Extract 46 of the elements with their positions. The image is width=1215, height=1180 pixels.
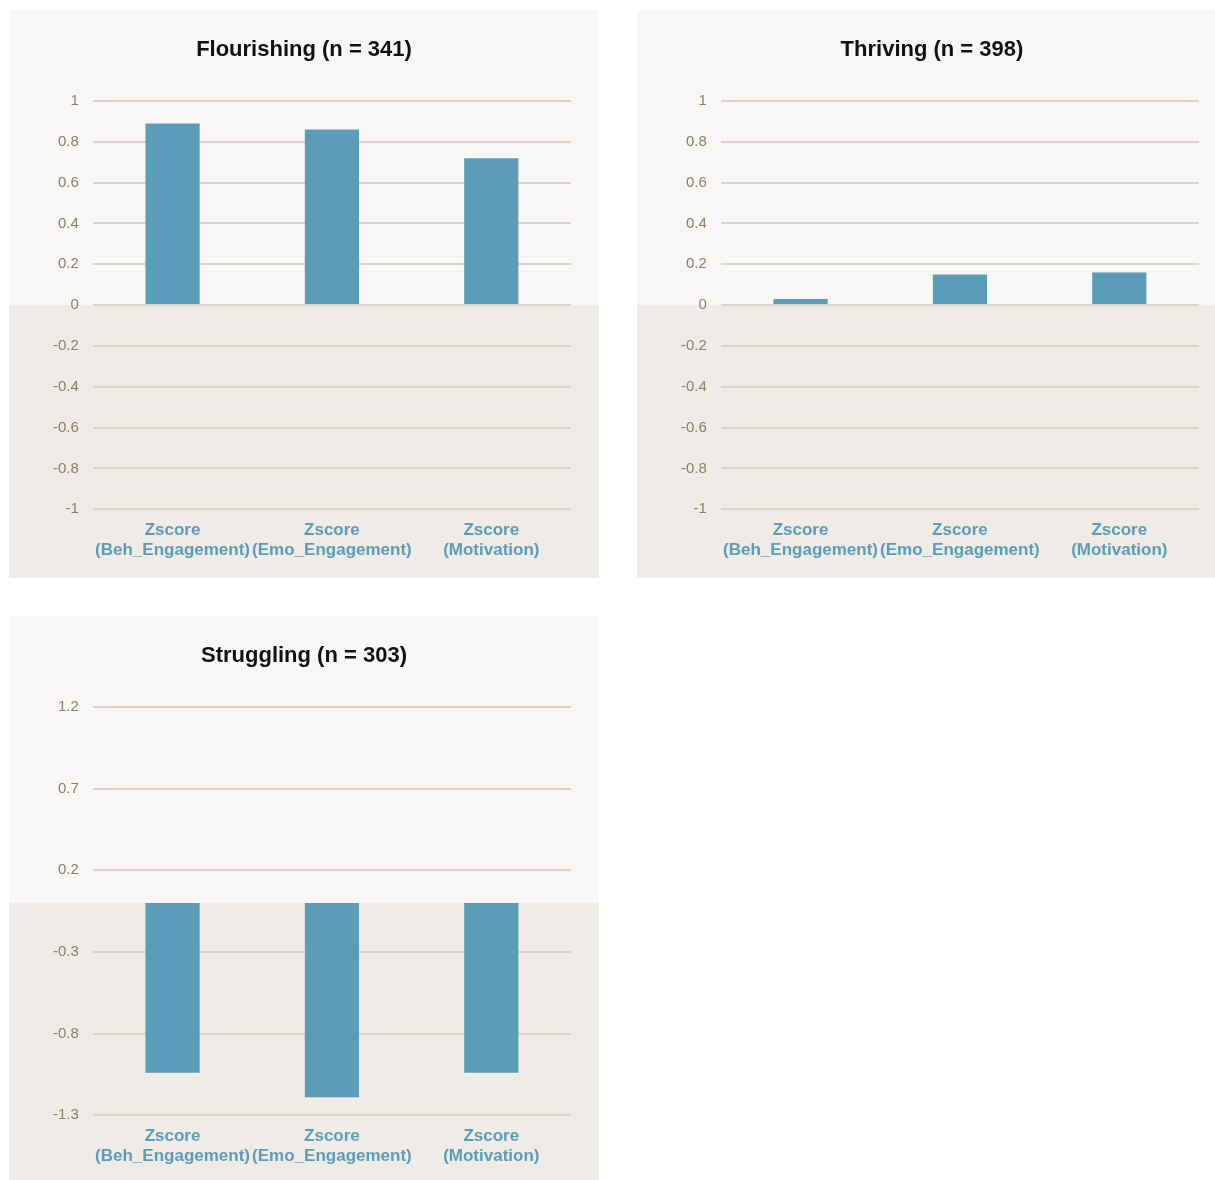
- y-tick-label: -1.3: [52, 1105, 79, 1123]
- y-tick-label: -0.8: [52, 1023, 79, 1041]
- y-tick-label: -0.6: [680, 417, 707, 435]
- x-tick-label: Zscore (Emo_Engagement): [252, 1126, 412, 1166]
- x-tick-label: Zscore (Beh_Engagement): [95, 520, 250, 560]
- y-tick-label: 0.6: [685, 172, 707, 190]
- bar: [145, 123, 200, 305]
- x-tick-label: Zscore (Motivation): [1071, 520, 1168, 560]
- y-tick-label: -0.8: [52, 458, 79, 476]
- y-tick-label: -0.4: [52, 376, 79, 394]
- y-tick-label: -1: [65, 499, 79, 517]
- y-tick-label: 0.2: [57, 860, 79, 878]
- y-tick-label: 0: [698, 295, 707, 313]
- y-tick-label: 0.2: [685, 254, 707, 272]
- chart-title: Thriving (n = 398): [839, 36, 1025, 62]
- y-tick-label: -0.2: [52, 336, 79, 354]
- y-tick-label: -1: [693, 499, 707, 517]
- bar: [304, 129, 360, 305]
- y-tick-label: 0.8: [685, 131, 707, 149]
- x-tick-label: Zscore (Motivation): [443, 520, 540, 560]
- y-tick-label: -0.3: [52, 942, 79, 960]
- x-tick-label: Zscore (Emo_Engagement): [252, 520, 412, 560]
- y-tick-label: 0.4: [57, 213, 79, 231]
- bar: [1092, 272, 1147, 305]
- y-tick-label: 0.2: [57, 254, 79, 272]
- y-tick-label: 0.7: [57, 778, 79, 796]
- y-tick-label: -0.4: [680, 376, 707, 394]
- y-tick-label: -0.8: [680, 458, 707, 476]
- x-tick-label: Zscore (Emo_Engagement): [880, 520, 1040, 560]
- bar: [464, 158, 519, 305]
- y-tick-label: 0: [70, 295, 79, 313]
- y-tick-label: -0.6: [52, 417, 79, 435]
- bar: [932, 274, 988, 305]
- y-tick-label: 1.2: [57, 697, 79, 715]
- x-tick-label: Zscore (Motivation): [443, 1126, 540, 1166]
- y-tick-label: 1: [698, 91, 707, 109]
- x-tick-label: Zscore (Beh_Engagement): [95, 1126, 250, 1166]
- y-tick-label: 0.4: [685, 213, 707, 231]
- chart-title: Struggling (n = 303): [200, 642, 408, 668]
- y-tick-label: 1: [70, 91, 79, 109]
- y-tick-label: 0.6: [57, 172, 79, 190]
- x-tick-label: Zscore (Beh_Engagement): [723, 520, 878, 560]
- chart-title: Flourishing (n = 341): [195, 36, 413, 62]
- y-tick-label: 0.8: [57, 131, 79, 149]
- y-tick-label: -0.2: [680, 336, 707, 354]
- bar: [773, 298, 828, 305]
